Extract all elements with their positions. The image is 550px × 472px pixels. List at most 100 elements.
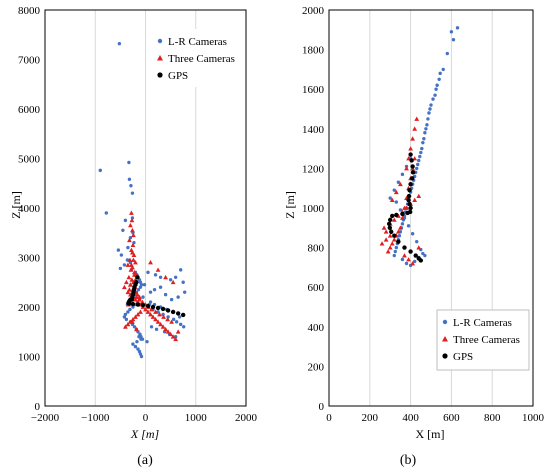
y-tick-label: 8000 [18, 5, 41, 17]
data-point-gps [390, 213, 395, 219]
data-point-l-r-cameras [135, 339, 139, 344]
data-point-gps [408, 249, 413, 254]
data-point-three-cameras [127, 237, 132, 243]
data-point-l-r-cameras [141, 295, 145, 299]
data-point-l-r-cameras [178, 268, 183, 272]
legend-marker [442, 353, 448, 359]
data-point-three-cameras [408, 146, 413, 151]
legend-label: GPS [168, 70, 188, 82]
data-point-l-r-cameras [400, 222, 405, 226]
data-point-l-r-cameras [435, 83, 439, 87]
data-point-three-cameras [381, 225, 387, 230]
data-point-l-r-cameras [98, 168, 102, 173]
data-point-three-cameras [134, 294, 139, 300]
data-point-l-r-cameras [174, 320, 179, 324]
data-point-gps [410, 176, 415, 181]
data-point-l-r-cameras [121, 228, 125, 232]
panel-b-plot-area [328, 9, 534, 407]
data-point-l-r-cameras [158, 275, 163, 279]
y-tick-label: 2000 [302, 5, 325, 17]
data-point-three-cameras [133, 314, 138, 319]
data-point-three-cameras [126, 274, 132, 280]
data-point-three-cameras [130, 242, 136, 248]
data-point-gps [165, 308, 171, 313]
data-point-gps [389, 229, 394, 234]
legend-marker [157, 38, 163, 44]
legend-marker [442, 336, 448, 342]
panel-b-x-axis-label: X [m] [416, 427, 445, 441]
data-point-l-r-cameras [116, 248, 121, 252]
data-point-l-r-cameras [425, 123, 429, 127]
data-point-three-cameras [170, 279, 176, 285]
data-point-three-cameras [132, 269, 137, 275]
x-tick-label: 1000 [522, 412, 545, 424]
data-point-three-cameras [131, 232, 136, 238]
data-point-three-cameras [387, 233, 393, 238]
data-point-l-r-cameras [431, 97, 435, 101]
x-tick-label: 0 [143, 412, 149, 424]
data-point-gps [396, 239, 401, 244]
y-tick-label: 2000 [18, 302, 41, 314]
data-point-l-r-cameras [126, 245, 130, 250]
y-tick-label: 600 [308, 282, 325, 294]
legend-box [152, 29, 242, 87]
data-point-three-cameras [127, 287, 132, 292]
panel-b: 0 200 400 600 800 1000 0 200 400 600 800 1000 1200 1… [283, 5, 545, 468]
data-point-l-r-cameras [177, 315, 182, 319]
x-tick-label: 400 [402, 412, 419, 424]
data-point-three-cameras [155, 267, 161, 272]
data-point-three-cameras [127, 257, 133, 262]
data-point-l-r-cameras [181, 280, 185, 284]
x-tick-label: 2000 [235, 412, 258, 424]
data-point-l-r-cameras [139, 354, 144, 359]
legend-box [436, 309, 530, 371]
data-point-three-cameras [169, 319, 175, 324]
data-point-l-r-cameras [117, 41, 122, 46]
y-tick-label: 1000 [302, 203, 325, 215]
data-point-l-r-cameras [181, 325, 186, 329]
data-point-l-r-cameras [132, 325, 137, 329]
data-point-l-r-cameras [163, 292, 168, 297]
data-point-gps [160, 306, 166, 312]
data-point-three-cameras [395, 229, 401, 234]
data-point-l-r-cameras [426, 117, 430, 121]
data-point-three-cameras [130, 227, 135, 233]
data-point-l-r-cameras [396, 180, 401, 184]
data-point-gps [150, 304, 156, 310]
y-tick-label: 800 [308, 243, 325, 255]
panel-b-x-ticks: 0 200 400 600 800 1000 [326, 412, 544, 424]
data-point-gps [410, 170, 416, 175]
panel-a-y-ticks: 0 1000 2000 3000 4000 5000 6000 7000 8000 [18, 5, 41, 413]
data-point-gps [400, 211, 405, 217]
data-point-three-cameras [391, 237, 397, 242]
y-tick-label: 6000 [18, 104, 41, 116]
data-point-l-r-cameras [137, 335, 141, 339]
data-point-gps [408, 205, 413, 211]
data-point-l-r-cameras [124, 317, 129, 322]
legend-marker [157, 72, 163, 78]
data-point-gps [180, 312, 186, 318]
data-point-three-cameras [134, 326, 139, 332]
data-point-l-r-cameras [404, 261, 409, 266]
data-point-l-r-cameras [424, 127, 428, 131]
legend-marker [442, 319, 448, 325]
data-point-l-r-cameras [153, 273, 158, 277]
data-point-l-r-cameras [178, 322, 183, 327]
data-point-gps [406, 193, 412, 199]
data-point-three-cameras [383, 229, 389, 234]
panel-b-label: (b) [400, 453, 417, 468]
data-point-l-r-cameras [419, 150, 423, 155]
data-point-l-r-cameras [149, 325, 154, 329]
data-point-l-r-cameras [171, 317, 176, 322]
data-point-l-r-cameras [148, 300, 153, 304]
data-point-three-cameras [416, 193, 422, 199]
data-point-l-r-cameras [392, 253, 396, 258]
data-point-gps [407, 201, 412, 207]
data-point-three-cameras [124, 279, 129, 285]
data-point-l-r-cameras [119, 253, 124, 257]
data-point-three-cameras [131, 257, 136, 262]
data-point-l-r-cameras [146, 270, 150, 275]
x-tick-label: 1000 [185, 412, 208, 424]
data-point-three-cameras [410, 261, 416, 266]
data-point-l-r-cameras [449, 30, 454, 34]
